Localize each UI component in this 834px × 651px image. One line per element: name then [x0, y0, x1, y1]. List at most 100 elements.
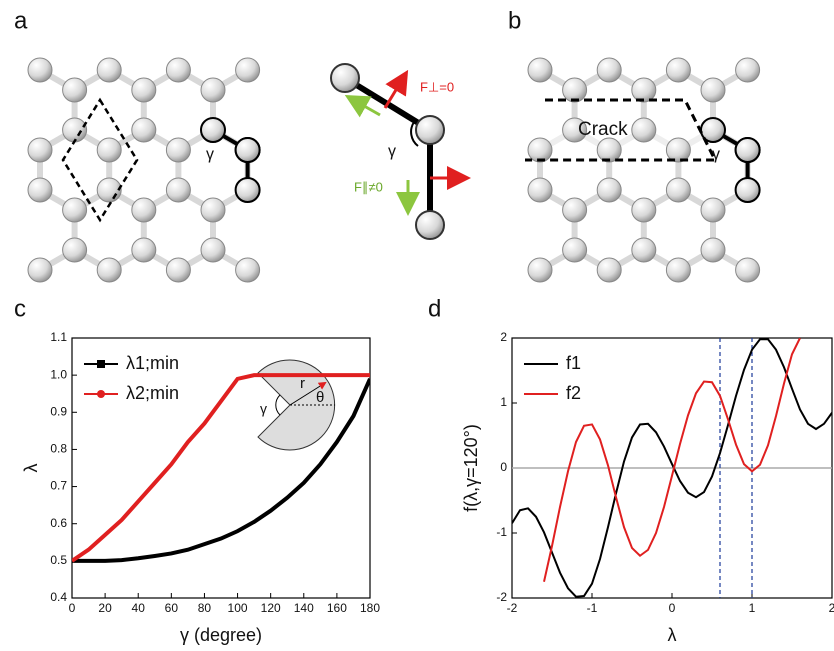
x-tick-label: 2 — [829, 601, 834, 615]
atom — [632, 118, 656, 142]
atom — [597, 258, 621, 282]
legend-label: λ1;min — [126, 353, 179, 373]
atom — [97, 138, 121, 162]
legend-label: λ2;min — [126, 383, 179, 403]
atom — [132, 198, 156, 222]
angle-label: γ — [712, 146, 720, 163]
atom — [63, 78, 87, 102]
atom — [666, 178, 690, 202]
x-tick-label: 140 — [294, 601, 314, 615]
atom — [666, 58, 690, 82]
y-axis-label: λ — [21, 464, 41, 473]
atom — [97, 258, 121, 282]
angle-label: γ — [206, 146, 214, 163]
atom — [63, 118, 87, 142]
legend-label: f1 — [566, 353, 581, 373]
atom-highlight — [736, 138, 760, 162]
atom — [97, 58, 121, 82]
legend-label: f2 — [566, 383, 581, 403]
atom — [201, 238, 225, 262]
atom — [166, 178, 190, 202]
atom-highlight — [736, 178, 760, 202]
y-tick-label: -1 — [496, 525, 507, 539]
atom — [236, 258, 260, 282]
y-tick-label: 0.5 — [50, 553, 67, 567]
atom — [666, 138, 690, 162]
atom — [597, 138, 621, 162]
x-tick-label: 0 — [669, 601, 676, 615]
x-tick-label: 40 — [132, 601, 146, 615]
atom-highlight — [201, 118, 225, 142]
x-tick-label: -2 — [507, 601, 518, 615]
x-tick-label: 160 — [327, 601, 347, 615]
y-tick-label: 0.9 — [50, 404, 67, 418]
atom — [132, 238, 156, 262]
atom — [563, 198, 587, 222]
y-tick-label: 0.4 — [50, 590, 67, 604]
atom — [236, 58, 260, 82]
atom — [132, 118, 156, 142]
panel-label: d — [428, 295, 441, 322]
atom — [28, 138, 52, 162]
atom — [632, 78, 656, 102]
atom — [528, 258, 552, 282]
y-tick-label: 1.1 — [50, 330, 67, 344]
x-tick-label: 100 — [228, 601, 248, 615]
y-tick-label: 1.0 — [50, 367, 67, 381]
atom — [28, 58, 52, 82]
atom-highlight — [236, 138, 260, 162]
y-tick-label: 0.8 — [50, 442, 67, 456]
y-tick-label: 0.7 — [50, 479, 67, 493]
atom — [528, 138, 552, 162]
panel-label: b — [508, 7, 521, 34]
y-tick-label: -2 — [496, 590, 507, 604]
atom — [201, 198, 225, 222]
atom — [63, 238, 87, 262]
atom — [632, 198, 656, 222]
atom — [28, 258, 52, 282]
inset-label: r — [300, 375, 305, 392]
atom-highlight — [236, 178, 260, 202]
atom — [701, 78, 725, 102]
atom — [166, 258, 190, 282]
panel-label: c — [14, 295, 26, 322]
inset-label: γ — [260, 401, 267, 417]
atom — [563, 78, 587, 102]
atom — [97, 178, 121, 202]
inset-label: θ — [316, 389, 324, 406]
atom — [28, 178, 52, 202]
figure: a b c d γ F⊥=0 γ F∥≠0 Crack γ γ r θ 0204… — [0, 0, 834, 651]
x-tick-label: 80 — [198, 601, 212, 615]
x-tick-label: -1 — [587, 601, 598, 615]
atom — [201, 78, 225, 102]
y-tick-label: 2 — [500, 330, 507, 344]
atom — [597, 178, 621, 202]
y-axis-label: f(λ,γ=120°) — [461, 424, 481, 512]
atom — [63, 198, 87, 222]
atom — [666, 258, 690, 282]
x-tick-label: 60 — [165, 601, 179, 615]
y-tick-label: 0 — [500, 460, 507, 474]
atom — [563, 238, 587, 262]
x-tick-label: 20 — [98, 601, 112, 615]
atom — [528, 178, 552, 202]
atom — [166, 58, 190, 82]
atom — [597, 58, 621, 82]
force-label: F∥≠0 — [354, 179, 383, 194]
x-axis-label: λ — [668, 625, 677, 645]
x-tick-label: 180 — [360, 601, 380, 615]
x-axis-label: γ (degree) — [180, 625, 262, 645]
atom — [701, 198, 725, 222]
crack-label: Crack — [578, 119, 628, 140]
atom — [166, 138, 190, 162]
legend-marker — [97, 360, 105, 368]
y-tick-label: 0.6 — [50, 516, 67, 530]
angle-label: γ — [388, 143, 396, 160]
atom — [736, 258, 760, 282]
y-tick-label: 1 — [500, 395, 507, 409]
atom — [632, 238, 656, 262]
atom — [528, 58, 552, 82]
panel-label: a — [14, 7, 28, 34]
x-tick-label: 0 — [69, 601, 76, 615]
